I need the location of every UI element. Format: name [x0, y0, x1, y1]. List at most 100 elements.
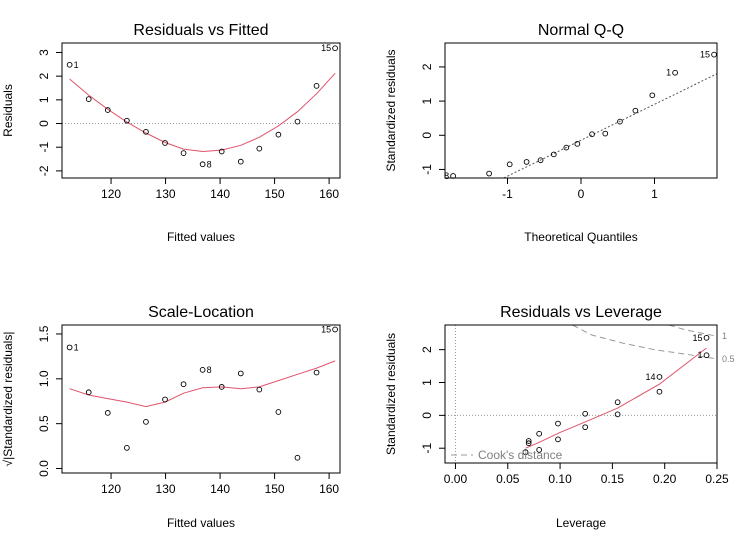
cook-level-label: 1	[722, 331, 727, 341]
data-point	[124, 445, 130, 451]
point-label: 8	[444, 171, 449, 181]
data-point	[199, 161, 206, 168]
point-label: 15	[693, 333, 703, 343]
data-point	[237, 370, 244, 377]
x-tick-label: 120	[101, 482, 121, 496]
data-point	[703, 352, 710, 359]
data-point	[313, 83, 320, 89]
data-point	[582, 410, 589, 417]
plot-frame	[444, 324, 718, 464]
data-point	[218, 148, 225, 155]
chart-title: Residuals vs Fitted	[133, 22, 268, 39]
data-point	[617, 118, 623, 125]
data-point	[537, 157, 544, 164]
plot-frame	[444, 42, 718, 179]
data-point	[237, 158, 244, 165]
data-point	[294, 118, 301, 125]
data-point	[180, 381, 187, 388]
y-tick-label: 0	[420, 132, 434, 139]
plot-frame	[61, 42, 341, 179]
data-point	[256, 145, 263, 152]
data-point	[649, 92, 656, 99]
data-point	[66, 61, 73, 68]
qq-reference-line	[503, 73, 717, 178]
data-point	[85, 96, 92, 102]
data-point	[143, 128, 149, 135]
x-tick-label: 0.10	[548, 472, 572, 486]
cook-distance-curve	[668, 325, 717, 337]
point-label: 8	[207, 365, 212, 375]
y-tick-label: -1	[37, 142, 51, 153]
smooth-line	[69, 360, 336, 408]
cook-legend-label: Cook's distance	[478, 448, 563, 462]
data-point	[162, 396, 168, 403]
x-axis-label: Fitted values	[167, 516, 235, 530]
x-tick-label: 140	[210, 187, 230, 201]
data-point	[614, 399, 621, 406]
data-point	[536, 430, 543, 437]
data-point	[525, 438, 532, 444]
point-label: 15	[321, 43, 331, 53]
data-point	[589, 131, 595, 138]
data-point	[313, 369, 320, 376]
point-label: 1	[74, 60, 79, 70]
x-tick-label: 120	[101, 187, 121, 201]
data-point	[180, 150, 187, 156]
data-point	[66, 344, 73, 351]
data-point	[574, 140, 581, 147]
x-tick-label: 140	[210, 482, 230, 496]
x-tick-label: -1	[502, 187, 513, 201]
x-tick-label: 0.20	[653, 472, 677, 486]
y-tick-label: 1.5	[37, 325, 51, 342]
y-tick-label: 0.0	[37, 460, 51, 477]
data-point	[199, 366, 206, 373]
y-axis-label: Standardized residuals	[384, 333, 398, 455]
data-point	[85, 389, 92, 396]
y-tick-label: -1	[420, 164, 434, 175]
y-axis-label: Residuals	[1, 84, 15, 137]
data-point	[124, 117, 130, 124]
y-axis-label: Standardized residuals	[384, 49, 398, 171]
x-axis-label: Leverage	[556, 516, 606, 530]
x-tick-label: 160	[319, 482, 339, 496]
y-tick-label: 1.0	[37, 370, 51, 387]
data-point	[506, 161, 513, 168]
data-point	[555, 436, 561, 443]
y-axis-label: √|Standardized residuals|	[1, 332, 15, 467]
data-point	[522, 449, 529, 456]
chart-title: Scale-Location	[148, 304, 254, 321]
data-point	[711, 51, 717, 58]
data-point	[672, 69, 678, 76]
x-tick-label: 160	[319, 187, 339, 201]
x-tick-label: 0.00	[444, 472, 468, 486]
data-point	[143, 419, 149, 425]
cook-level-label: 0.5	[722, 354, 735, 364]
y-tick-label: -2	[37, 165, 51, 176]
chart-title: Residuals vs Leverage	[500, 304, 662, 321]
data-point	[614, 411, 621, 418]
data-point	[104, 410, 111, 416]
x-axis-label: Theoretical Quantiles	[524, 230, 637, 244]
x-axis-label: Fitted values	[167, 230, 235, 244]
data-point	[525, 440, 532, 447]
y-tick-label: 0	[420, 412, 434, 419]
smooth-line	[525, 347, 707, 449]
plot-area	[62, 72, 340, 153]
point-label: 8	[207, 159, 212, 169]
y-tick-label: -1	[420, 443, 434, 454]
y-tick-label: 1	[420, 379, 434, 386]
x-tick-label: 0.15	[601, 472, 625, 486]
data-point	[523, 159, 530, 165]
chart-title: Normal Q-Q	[538, 22, 624, 39]
panel-resid-fitted: 1 8 15 120 130 140 150 160 -2 -1 0 1 2 3 Residuals vs …	[1, 22, 341, 244]
x-tick-label: 0.05	[496, 472, 520, 486]
data-point	[563, 144, 570, 151]
data-point	[275, 409, 282, 415]
point-label: 1	[698, 350, 703, 360]
data-point	[582, 424, 589, 431]
panel-scale-location: 1 8 15 120 130 140 150 160 0.0 0.5 1.0 1.5 Scale-Loc…	[1, 304, 341, 530]
y-tick-label: 2	[420, 63, 434, 70]
panel-normal-qq: 8 1 15 -1 0 1 -1 0 1 2 Normal Q-Q Theoretical Quant…	[384, 22, 718, 244]
data-point	[332, 326, 338, 333]
data-point	[162, 140, 168, 146]
